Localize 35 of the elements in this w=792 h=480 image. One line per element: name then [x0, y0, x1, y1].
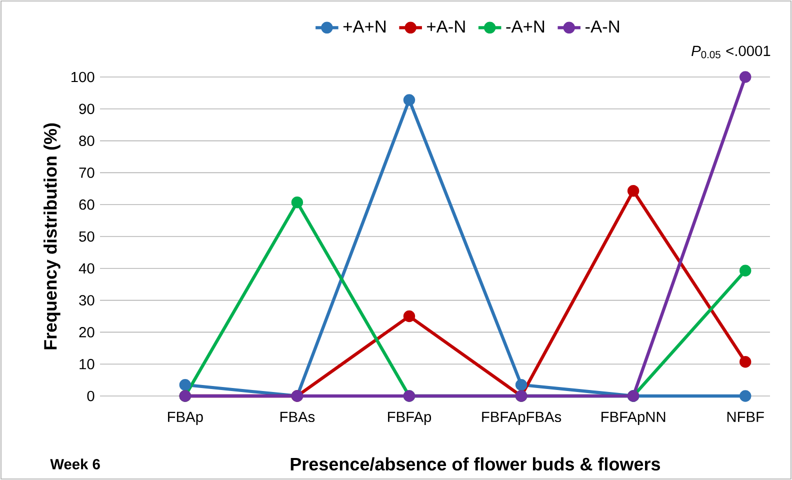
legend-label: -A-N	[586, 20, 619, 33]
y-tick-label: 40	[78, 263, 94, 274]
y-axis-title: Frequency distribution (%)	[44, 123, 60, 350]
point	[739, 390, 752, 402]
point	[403, 310, 416, 322]
y-tick-label: 70	[79, 168, 94, 178]
x-tick-label: NFBF	[727, 412, 764, 422]
legend-label: +A+N	[343, 20, 386, 33]
x-tick-label: FBFApNN	[602, 412, 666, 425]
point	[739, 264, 752, 277]
point	[403, 94, 416, 106]
legend-label: -A+N	[506, 20, 544, 33]
y-tick-label: 80	[79, 136, 94, 146]
y-tick-label: 90	[79, 104, 94, 114]
point	[515, 378, 528, 391]
x-tick-label: FBFApFBAs	[482, 412, 562, 425]
x-tick-label: FBAp	[168, 412, 203, 425]
y-tick-label: 100	[71, 72, 94, 82]
y-tick-label: 60	[79, 199, 94, 210]
point	[291, 196, 304, 208]
point	[739, 71, 752, 83]
y-tick-label: 50	[79, 231, 94, 242]
y-tick-label: 20	[79, 327, 94, 338]
x-tick-label: FBAs	[280, 412, 315, 422]
y-tick-label: 30	[79, 295, 94, 306]
text: Week 6	[50, 458, 100, 470]
point	[739, 356, 752, 368]
text: P$_{0.05}$ <.0001	[692, 46, 770, 58]
point	[179, 378, 192, 391]
x-axis-title: Presence/absence of flower buds & flowers	[290, 457, 660, 471]
legend-label: +A-N	[427, 20, 465, 33]
x-tick-label: FBFAp	[388, 412, 432, 425]
point	[627, 185, 640, 197]
y-tick-label: 10	[80, 358, 94, 370]
y-tick-label: 0	[87, 390, 94, 402]
